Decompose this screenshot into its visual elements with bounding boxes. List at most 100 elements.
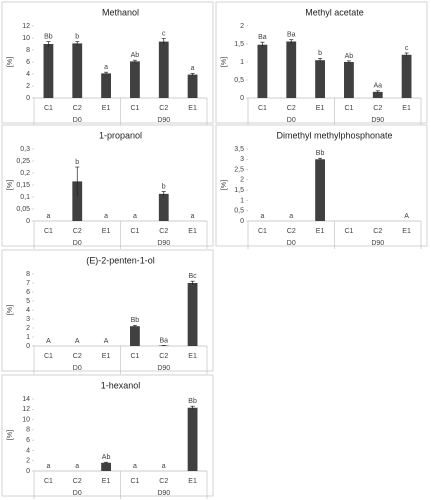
x-tick-label: C1 (344, 228, 353, 235)
x-tick-label: C2 (73, 353, 82, 360)
x-tick-label: E1 (102, 228, 111, 235)
bar (158, 193, 169, 221)
bar (401, 54, 412, 98)
y-tick-label: 7 (26, 280, 30, 287)
significance-letter: Bb (188, 398, 197, 405)
x-tick-label: C2 (159, 105, 168, 112)
x-tick-label: C1 (130, 353, 139, 360)
significance-letter: b (75, 33, 79, 40)
x-tick-label: E1 (102, 105, 111, 112)
y-tick-label: 0,1 (20, 194, 30, 201)
bar (43, 44, 54, 98)
y-tick-label: 6 (26, 289, 30, 296)
x-tick-label: C1 (130, 478, 139, 485)
bar (72, 43, 83, 98)
group-label: D0 (73, 240, 82, 247)
bar (101, 73, 111, 98)
y-tick-label: 3 (240, 156, 244, 163)
y-tick-label: 1 (240, 197, 244, 204)
panel (1, 1, 214, 124)
y-axis-label: [%] (7, 180, 14, 190)
y-axis-label: [%] (221, 180, 228, 190)
x-tick-label: E1 (188, 478, 197, 485)
x-tick-label: C1 (44, 478, 53, 485)
x-tick-label: E1 (402, 105, 411, 112)
x-tick-label: C2 (373, 105, 382, 112)
bar (72, 181, 83, 221)
y-tick-label: 0,3 (20, 146, 30, 153)
bar (158, 41, 169, 98)
x-tick-label: C1 (44, 105, 53, 112)
bar (187, 74, 198, 98)
group-label: D90 (157, 240, 170, 247)
x-tick-label: C2 (373, 228, 382, 235)
y-tick-label: 2 (26, 325, 30, 332)
significance-letter: b (75, 159, 79, 166)
bar (344, 62, 354, 98)
group-label: D0 (73, 117, 82, 124)
group-label: D90 (371, 240, 384, 247)
x-tick-label: C1 (44, 353, 53, 360)
y-tick-label: 2 (240, 23, 244, 30)
significance-letter: c (405, 45, 409, 52)
panel (1, 249, 214, 372)
group-label: D0 (287, 117, 296, 124)
significance-letter: Ba (258, 34, 267, 41)
significance-letter: b (318, 50, 322, 57)
group-label: D0 (287, 240, 296, 247)
y-tick-label: 3,5 (234, 146, 244, 153)
significance-letter: a (162, 463, 166, 470)
significance-letter: a (104, 64, 108, 71)
x-tick-label: C2 (159, 353, 168, 360)
y-tick-label: 8 (26, 47, 30, 54)
y-tick-label: 8 (26, 271, 30, 278)
y-tick-label: 1 (240, 59, 244, 66)
y-tick-label: 0 (240, 95, 244, 102)
chart-title: Methyl acetate (305, 7, 364, 17)
x-tick-label: C2 (73, 105, 82, 112)
panel (1, 124, 214, 247)
y-axis-label: [%] (7, 57, 14, 67)
significance-letter: Aa (373, 83, 382, 90)
significance-letter: Bb (131, 317, 140, 324)
y-tick-label: 0 (26, 218, 30, 225)
significance-letter: Bb (316, 150, 325, 157)
bar (315, 159, 325, 221)
y-tick-label: 6 (26, 59, 30, 66)
x-tick-label: E1 (188, 105, 197, 112)
x-tick-label: C1 (258, 105, 267, 112)
x-tick-label: C2 (73, 228, 82, 235)
y-tick-label: 5 (26, 298, 30, 305)
group-label: D90 (371, 117, 384, 124)
bar (130, 61, 140, 98)
significance-letter: A (404, 213, 409, 220)
y-tick-label: 0,25 (16, 158, 30, 165)
y-axis-label: [%] (7, 305, 14, 315)
significance-letter: a (75, 463, 79, 470)
significance-letter: b (162, 183, 166, 190)
x-tick-label: E1 (188, 228, 197, 235)
x-tick-label: C1 (258, 228, 267, 235)
bar (187, 283, 198, 346)
x-tick-label: C1 (130, 228, 139, 235)
significance-letter: Ab (345, 53, 354, 60)
significance-letter: A (75, 338, 80, 345)
x-tick-label: C2 (287, 228, 296, 235)
significance-letter: a (133, 463, 137, 470)
y-tick-label: 0,15 (16, 182, 30, 189)
y-axis-label: [%] (7, 430, 14, 440)
significance-letter: c (162, 30, 166, 37)
y-tick-label: 0 (26, 468, 30, 475)
x-tick-label: E1 (316, 228, 325, 235)
y-tick-label: 0,05 (16, 206, 30, 213)
y-tick-label: 10 (22, 35, 30, 42)
y-tick-label: 8 (26, 427, 30, 434)
bar (315, 60, 325, 98)
group-label: D0 (73, 365, 82, 372)
significance-letter: a (46, 463, 50, 470)
x-tick-label: E1 (102, 478, 111, 485)
y-tick-label: 4 (26, 447, 30, 454)
significance-letter: a (191, 65, 195, 72)
y-tick-label: 2,5 (234, 166, 244, 173)
x-tick-label: E1 (188, 353, 197, 360)
